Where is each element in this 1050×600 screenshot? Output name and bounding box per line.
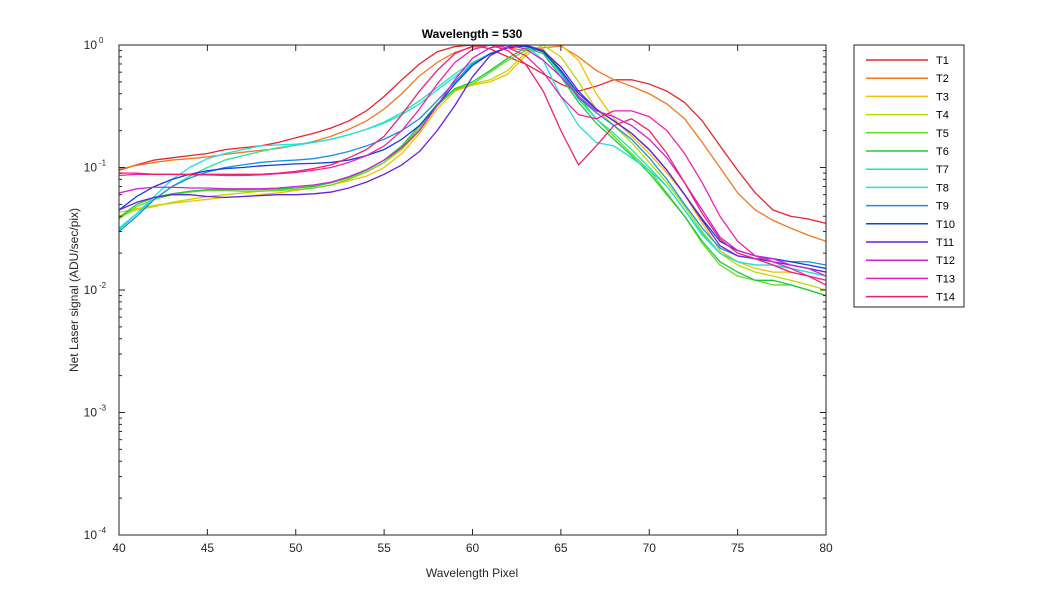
x-tick-label: 40: [112, 541, 126, 555]
series-line-t10: [119, 45, 826, 270]
y-tick-exponent: -2: [99, 281, 107, 290]
series-line-t12: [119, 45, 826, 277]
series-group: [119, 45, 826, 297]
legend-label: T11: [936, 237, 954, 249]
y-tick-base: 10: [84, 161, 98, 175]
legend-label: T9: [936, 201, 949, 213]
y-tick-base: 10: [84, 406, 98, 420]
legend-label: T4: [936, 110, 949, 122]
x-tick-label: 45: [201, 541, 215, 555]
y-tick-exponent: -4: [99, 526, 107, 535]
legend-label: T5: [936, 128, 949, 140]
y-tick-base: 10: [84, 283, 98, 297]
y-tick-base: 10: [84, 38, 98, 52]
legend-label: T6: [936, 146, 949, 158]
legend-label: T13: [936, 273, 955, 285]
x-tick-label: 60: [466, 541, 480, 555]
y-tick-label: 10: [84, 38, 98, 52]
y-tick-label: 10: [84, 161, 98, 175]
legend-label: T12: [936, 255, 955, 267]
y-tick-exponent: -3: [99, 404, 107, 413]
y-tick-label: 10: [84, 528, 98, 542]
x-tick-label: 50: [289, 541, 303, 555]
y-axis-label: Net Laser signal (ADU/sec/pix): [67, 208, 81, 372]
legend-label: T10: [936, 219, 955, 231]
series-line-t1: [119, 45, 826, 224]
series-line-t7: [119, 45, 826, 277]
legend-label: T2: [936, 73, 949, 85]
x-tick-label: 65: [554, 541, 568, 555]
y-tick-base: 10: [84, 528, 98, 542]
series-line-t5: [119, 48, 826, 297]
legend: T1 T2 T3 T4 T5 T6 T7 T8 T9 T10 T11 T12 T13 T14: [853, 44, 965, 308]
legend-label: T8: [936, 182, 949, 194]
legend-label: T3: [936, 91, 949, 103]
x-tick-label: 70: [643, 541, 657, 555]
x-tick-label: 80: [819, 541, 833, 555]
legend-label: T14: [936, 292, 955, 304]
series-line-t6: [119, 47, 826, 297]
y-tick-exponent: -1: [99, 159, 107, 168]
legend-label: T7: [936, 164, 949, 176]
series-line-t9: [119, 45, 826, 266]
y-tick-label: 10: [84, 283, 98, 297]
x-axis-label: Wavelength Pixel: [426, 566, 518, 580]
x-tick-label: 55: [377, 541, 391, 555]
x-tick-label: 75: [731, 541, 745, 555]
series-line-t11: [119, 45, 826, 273]
chart-title: Wavelength = 530: [422, 27, 523, 41]
axes-box: [118, 44, 827, 536]
y-tick-exponent: 0: [99, 36, 104, 45]
y-tick-label: 10: [84, 406, 98, 420]
legend-label: T1: [936, 55, 949, 67]
legend-box: [853, 44, 965, 308]
axes-background: [119, 45, 826, 535]
